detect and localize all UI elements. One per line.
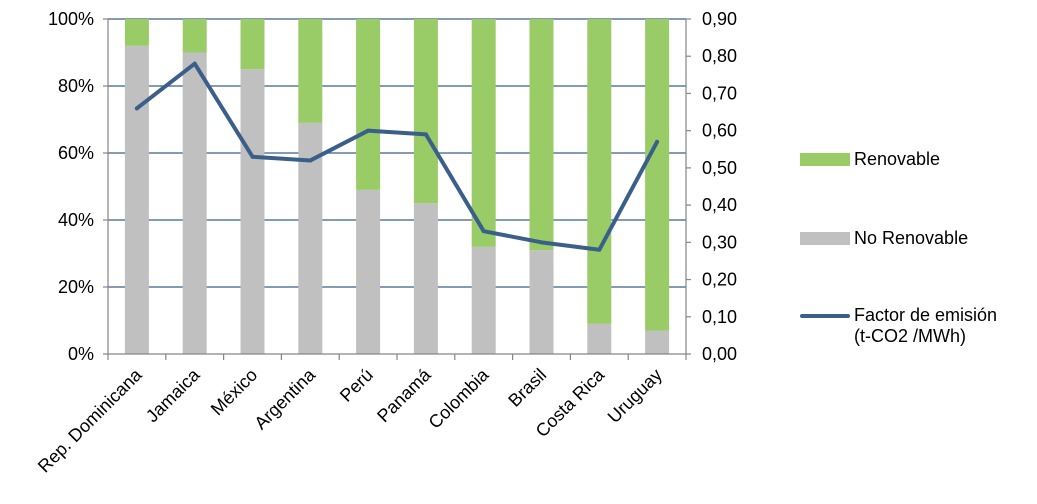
right-tick-label: 0,10 — [702, 307, 737, 327]
bar-no-renovable — [182, 52, 207, 354]
right-tick-label: 0,90 — [702, 9, 737, 29]
bar-no-renovable — [645, 330, 670, 354]
left-tick-label: 100% — [48, 9, 94, 29]
line-point — [597, 247, 602, 252]
legend-label-factor-emision-line2: (t-CO2 /MWh) — [854, 326, 966, 346]
x-tick-label: Argentina — [250, 364, 319, 433]
left-tick-label: 60% — [58, 143, 94, 163]
x-tick-label: Brasil — [504, 365, 550, 411]
line-point — [366, 128, 371, 133]
bar-renovable — [587, 19, 612, 324]
legend-item-no-renovable: No Renovable — [800, 228, 968, 249]
bar-renovable — [529, 19, 554, 251]
line-point — [539, 240, 544, 245]
stacked-bars — [124, 19, 670, 355]
line-factor-emision — [134, 61, 660, 252]
x-tick-label: Uruguay — [604, 365, 666, 427]
bar-no-renovable — [413, 203, 438, 354]
left-tick-label: 80% — [58, 76, 94, 96]
bar-renovable — [124, 19, 149, 46]
bar-no-renovable — [240, 69, 265, 354]
line-point — [423, 132, 428, 137]
right-tick-label: 0,70 — [702, 83, 737, 103]
legend-swatch-renovable — [800, 153, 850, 166]
right-tick-label: 0,00 — [702, 344, 737, 364]
x-tick-label: Jamaica — [142, 364, 204, 426]
line-point — [192, 61, 197, 66]
left-axis-ticks: 0% 20% 40% 60% 80% 100% — [48, 9, 94, 364]
bar-renovable — [298, 19, 323, 123]
bar-renovable — [471, 19, 496, 247]
x-tick-label: Rep. Dominicana — [34, 364, 146, 476]
bar-no-renovable — [124, 45, 149, 355]
legend-label-no-renovable: No Renovable — [854, 228, 969, 248]
right-tick-label: 0,80 — [702, 46, 737, 66]
bar-renovable — [645, 19, 670, 331]
bar-no-renovable — [529, 250, 554, 354]
legend-label-factor-emision: Factor de emisión (t-CO2 /MWh) — [854, 305, 997, 347]
right-tick-label: 0,40 — [702, 195, 737, 215]
emission-line — [134, 61, 660, 252]
legend-label-factor-emision-line1: Factor de emisión — [854, 305, 998, 325]
right-tick-label: 0,20 — [702, 270, 737, 290]
line-point — [481, 229, 486, 234]
line-point — [250, 154, 255, 159]
bar-no-renovable — [356, 189, 381, 354]
bar-renovable — [182, 19, 207, 53]
x-tick-label: Perú — [336, 365, 377, 406]
bar-renovable — [413, 19, 438, 204]
bar-renovable — [356, 19, 381, 190]
line-point — [134, 106, 139, 111]
right-axis-ticks: 0,00 0,10 0,20 0,30 0,40 0,50 0,60 0,70 0,80 0,90 — [702, 9, 737, 364]
left-tick-label: 0% — [68, 344, 94, 364]
x-tick-label: Colombia — [425, 364, 494, 433]
right-tick-label: 0,30 — [702, 232, 737, 252]
bar-no-renovable — [471, 246, 496, 354]
bar-renovable — [240, 19, 265, 70]
line-point — [655, 139, 660, 144]
right-tick-label: 0,60 — [702, 121, 737, 141]
line-point — [308, 158, 313, 163]
left-tick-label: 20% — [58, 277, 94, 297]
legend-item-renovable: Renovable — [800, 149, 940, 170]
axes — [103, 18, 691, 360]
legend-swatch-no-renovable — [800, 232, 850, 245]
left-tick-label: 40% — [58, 210, 94, 230]
bar-no-renovable — [587, 323, 612, 354]
legend-swatch-factor-emision — [800, 314, 850, 318]
legend-label-renovable: Renovable — [854, 149, 941, 169]
right-tick-label: 0,50 — [702, 158, 737, 178]
legend-item-factor-emision: Factor de emisión (t-CO2 /MWh) — [800, 305, 997, 347]
x-tick-label: México — [207, 365, 261, 419]
